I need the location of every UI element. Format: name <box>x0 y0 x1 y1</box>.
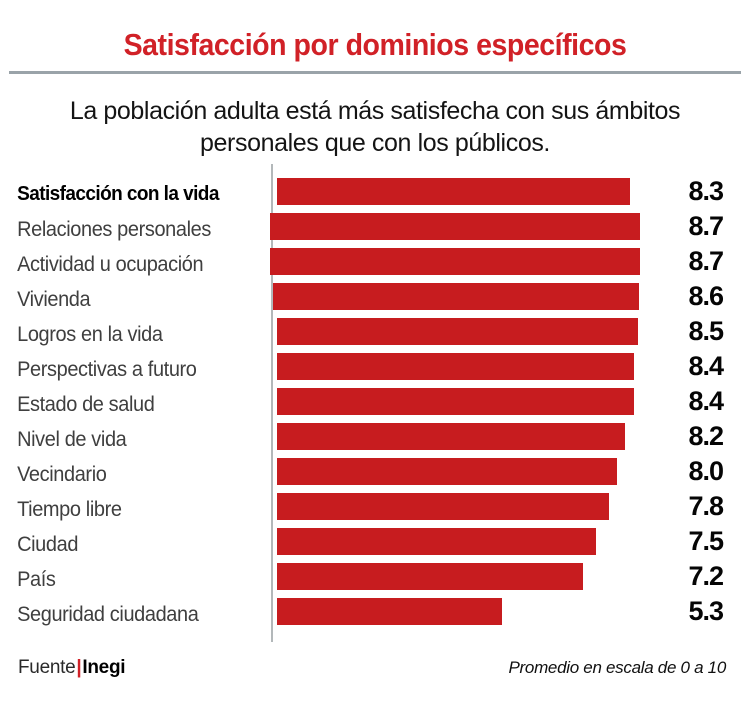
category-label: Logros en la vida <box>17 322 163 346</box>
chart-row: Ciudad 7.5 <box>0 524 750 559</box>
category-label: Vecindario <box>17 462 107 486</box>
bar <box>270 248 641 275</box>
category-label: Nivel de vida <box>17 427 127 451</box>
chart-row: Nivel de vida 8.2 <box>0 419 750 454</box>
category-label: Tiempo libre <box>17 497 122 521</box>
bar <box>277 528 596 555</box>
chart-row: Vecindario 8.0 <box>0 454 750 489</box>
category-label: Ciudad <box>17 532 79 556</box>
y-axis-line <box>271 164 273 642</box>
bar-track <box>272 528 638 555</box>
bar <box>277 598 502 625</box>
scale-note: Promedio en escala de 0 a 10 <box>508 658 727 677</box>
category-label: Seguridad ciudadana <box>17 602 199 626</box>
value-label: 8.2 <box>688 421 724 451</box>
bar <box>277 388 634 415</box>
bar-track <box>272 353 638 380</box>
value-label: 8.7 <box>688 246 724 276</box>
category-label: Actividad u ocupación <box>17 252 204 276</box>
chart-row: Perspectivas a futuro 8.4 <box>0 349 750 384</box>
bar <box>277 493 609 520</box>
value-label: 8.4 <box>688 351 724 381</box>
subtitle-line-2: personales que con los públicos. <box>200 129 550 157</box>
source-credit: Fuente|Inegi <box>18 657 126 679</box>
value-label: 5.3 <box>688 596 724 626</box>
value-label: 8.5 <box>688 316 724 346</box>
source-divider: | <box>76 657 82 678</box>
title-divider <box>9 71 741 74</box>
value-label: 8.4 <box>688 386 724 416</box>
chart-row: País 7.2 <box>0 559 750 594</box>
bar-track <box>265 213 641 240</box>
value-label: 8.0 <box>688 456 724 486</box>
category-label: Relaciones personales <box>17 217 211 241</box>
chart-row: Estado de salud 8.4 <box>0 384 750 419</box>
bar <box>277 353 634 380</box>
chart-row: Relaciones personales 8.7 <box>0 209 750 244</box>
chart-row: Tiempo libre 7.8 <box>0 489 750 524</box>
source-name: Inegi <box>82 657 126 678</box>
chart-row: Satisfacción con la vida 8.3 <box>0 174 750 209</box>
bar-track <box>272 458 638 485</box>
bar-chart: Satisfacción con la vida 8.3 Relaciones pe… <box>0 164 750 642</box>
bar <box>273 283 640 310</box>
chart-row: Seguridad ciudadana 5.3 <box>0 594 750 629</box>
category-label: Satisfacción con la vida <box>17 183 219 205</box>
page-title: Satisfacción por dominios específicos <box>123 27 627 62</box>
source-label: Fuente <box>18 657 76 678</box>
chart-row: Vivienda 8.6 <box>0 279 750 314</box>
chart-row: Actividad u ocupación 8.7 <box>0 244 750 279</box>
page-footer: Fuente|Inegi Promedio en escala de 0 a 1… <box>18 657 726 679</box>
value-label: 7.5 <box>688 526 724 556</box>
bar <box>277 423 625 450</box>
value-label: 8.3 <box>688 176 724 206</box>
bar <box>277 178 630 205</box>
category-label: Perspectivas a futuro <box>17 357 197 381</box>
bar-track <box>272 563 638 590</box>
value-label: 7.2 <box>688 561 724 591</box>
category-label: Estado de salud <box>17 392 155 416</box>
bar <box>277 458 617 485</box>
bar <box>277 318 638 345</box>
bar-chart-rows: Satisfacción con la vida 8.3 Relaciones pe… <box>0 174 750 629</box>
bar-track <box>272 493 638 520</box>
value-label: 8.7 <box>688 211 724 241</box>
bar-track <box>265 248 641 275</box>
bar-track <box>272 388 638 415</box>
chart-subtitle: La población adulta está más satisfecha … <box>0 95 750 159</box>
value-label: 7.8 <box>688 491 724 521</box>
bar-track <box>272 423 638 450</box>
bar <box>277 563 583 590</box>
bar-track <box>268 283 640 310</box>
bar-track <box>272 318 638 345</box>
bar-track <box>272 178 638 205</box>
category-label: País <box>17 567 56 591</box>
bar <box>270 213 641 240</box>
category-label: Vivienda <box>17 287 91 311</box>
bar-track <box>272 598 638 625</box>
value-label: 8.6 <box>688 281 724 311</box>
subtitle-line-1: La población adulta está más satisfecha … <box>69 97 681 125</box>
chart-row: Logros en la vida 8.5 <box>0 314 750 349</box>
